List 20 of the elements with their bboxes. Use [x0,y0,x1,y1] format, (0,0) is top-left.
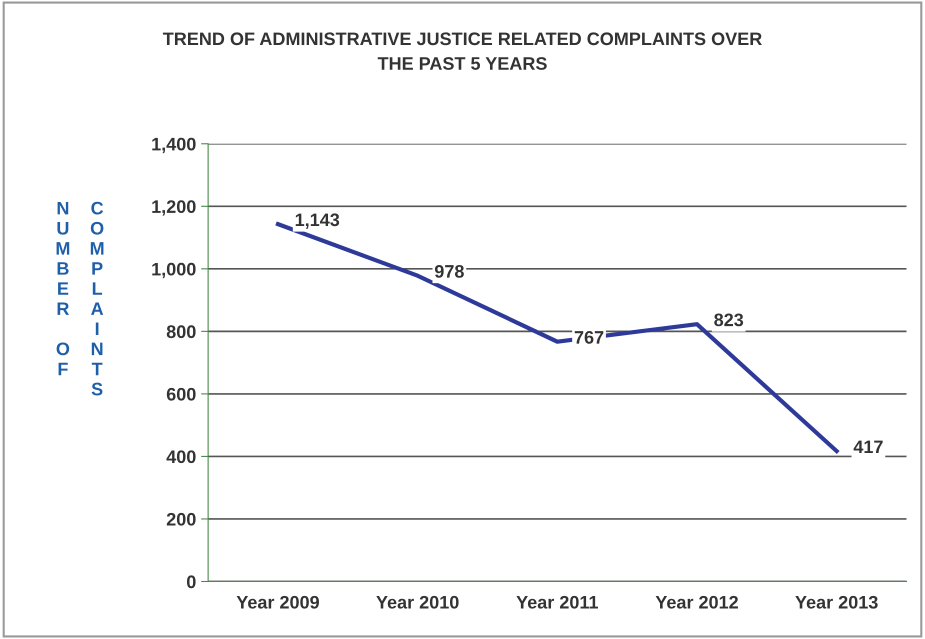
x-tick-label: Year 2013 [795,596,878,609]
y-tick-label: 400 [166,450,196,464]
text: NUMBER OF COMPLAINTS [56,202,104,396]
y-tick-label: 1,200 [152,200,196,216]
y-tick-label: 1,400 [152,138,196,154]
text: 1,143 [296,213,340,229]
y-tick-label: 1,000 [152,262,196,278]
text: 417 [854,440,883,454]
x-tick-label: Year 2010 [376,596,459,609]
x-tick-label: Year 2011 [516,596,598,609]
x-tick-label: Year 2009 [236,596,319,609]
text: 767 [574,330,604,344]
text: 978 [434,265,464,278]
y-tick-label: 0 [186,575,196,588]
chart-title: TREND OF ADMINISTRATIVE JUSTICE RELATED COMPLAINTS OVER THE PAST 5 YEARS [162,32,762,70]
y-tick-label: 800 [166,325,196,338]
text: 823 [714,313,744,326]
y-tick-label: 600 [166,388,196,401]
y-tick-label: 200 [166,512,196,526]
x-tick-label: Year 2012 [656,596,738,609]
